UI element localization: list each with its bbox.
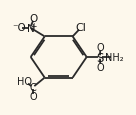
Text: NH₂: NH₂ xyxy=(105,53,124,62)
Text: N: N xyxy=(27,24,35,34)
Text: O: O xyxy=(29,14,37,24)
Text: O: O xyxy=(96,43,104,53)
Text: O: O xyxy=(96,62,104,72)
Text: +: + xyxy=(30,22,37,31)
Text: HO: HO xyxy=(17,77,32,87)
Text: C: C xyxy=(30,82,36,92)
Text: S: S xyxy=(96,51,104,64)
Text: ⁻O: ⁻O xyxy=(12,23,26,33)
Text: O: O xyxy=(29,92,37,102)
Text: Cl: Cl xyxy=(76,22,86,32)
